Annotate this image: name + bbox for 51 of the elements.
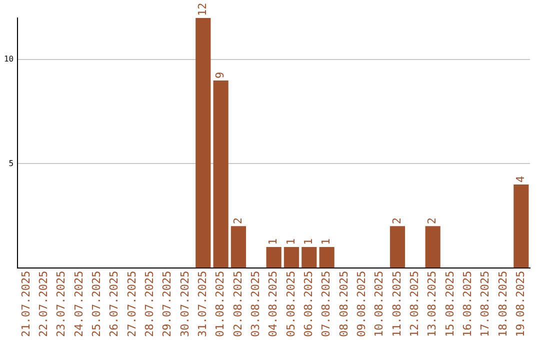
data-label: 4 — [514, 176, 528, 183]
x-tick-label: 26.07.2025 — [108, 270, 121, 338]
bar — [425, 226, 440, 268]
x-tick-label: 11.08.2025 — [390, 270, 404, 338]
data-label: 2 — [231, 218, 244, 224]
bar — [196, 18, 211, 268]
bar — [319, 246, 334, 268]
x-tick-label: 19.08.2025 — [514, 270, 528, 338]
x-tick-label: 05.08.2025 — [284, 270, 298, 338]
x-tick-label: 06.08.2025 — [302, 270, 316, 338]
data-label: 1 — [320, 238, 333, 245]
x-tick-label: 10.08.2025 — [372, 270, 386, 338]
x-tick-label: 13.08.2025 — [426, 270, 439, 338]
x-tick-label: 01.08.2025 — [214, 270, 227, 338]
bar — [213, 80, 228, 268]
x-tick-label: 03.08.2025 — [249, 270, 262, 338]
x-tick-label: 22.07.2025 — [36, 270, 50, 338]
x-tick-label: 24.07.2025 — [72, 270, 86, 338]
x-tick-label: 12.08.2025 — [408, 270, 422, 338]
data-label: 9 — [214, 72, 227, 78]
x-tick-label: 16.08.2025 — [461, 270, 474, 338]
y-tick-label: 5 — [8, 158, 14, 168]
bar — [302, 246, 317, 268]
x-tick-label: 18.08.2025 — [496, 270, 510, 338]
x-tick-label: 23.07.2025 — [54, 270, 68, 338]
bar — [390, 226, 406, 268]
data-label: 1 — [284, 238, 298, 245]
data-label: 2 — [426, 218, 439, 224]
y-tick-label: 10 — [4, 54, 14, 64]
data-label: 1 — [302, 238, 316, 245]
x-tick-label: 29.07.2025 — [160, 270, 174, 338]
bar — [284, 246, 300, 268]
x-tick-label: 27.07.2025 — [125, 270, 138, 338]
x-tick-label: 07.08.2025 — [320, 270, 333, 338]
x-tick-label: 17.08.2025 — [478, 270, 492, 338]
x-tick-label: 04.08.2025 — [266, 270, 280, 338]
x-tick-label: 21.07.2025 — [19, 270, 32, 338]
x-tick-label: 25.07.2025 — [90, 270, 103, 338]
bar — [514, 184, 529, 268]
data-label: 12 — [196, 2, 210, 16]
x-tick-label: 09.08.2025 — [355, 270, 368, 338]
x-tick-label: 30.07.2025 — [178, 270, 192, 338]
data-label: 2 — [390, 218, 404, 224]
x-tick-label: 08.08.2025 — [337, 270, 350, 338]
bar — [230, 226, 246, 268]
bar — [266, 246, 282, 268]
x-tick-label: 31.07.2025 — [196, 270, 210, 338]
x-tick-label: 15.08.2025 — [443, 270, 456, 338]
x-tick-label: 02.08.2025 — [231, 270, 244, 338]
x-tick-label: 28.07.2025 — [143, 270, 156, 338]
data-label: 1 — [266, 238, 280, 245]
